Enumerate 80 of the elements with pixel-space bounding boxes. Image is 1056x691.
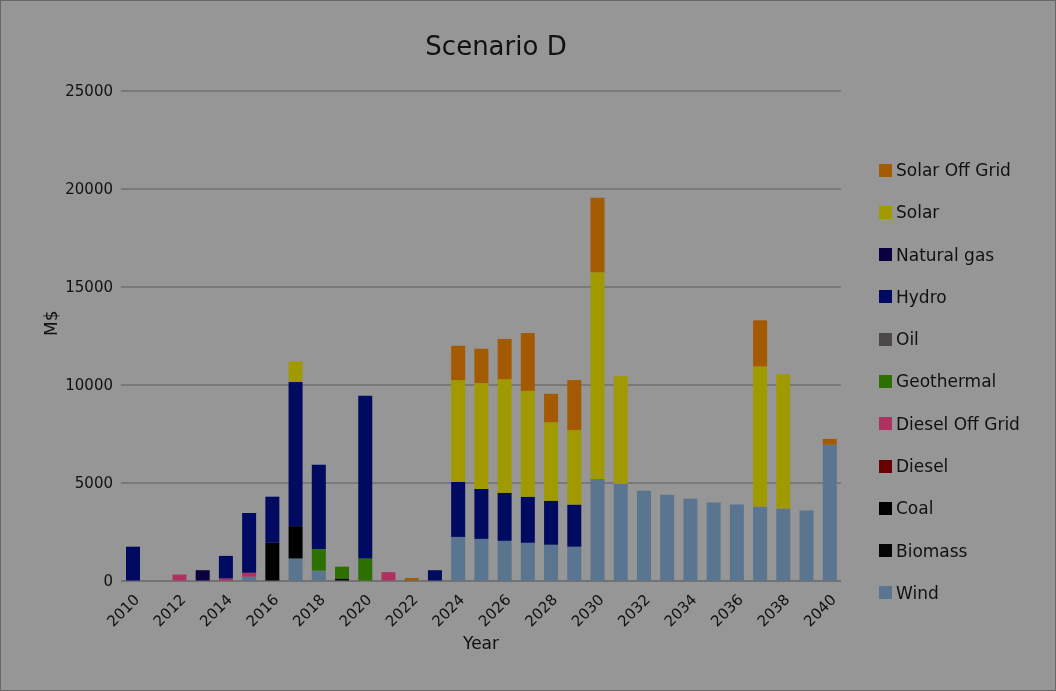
- bar: [753, 366, 768, 507]
- bar: [288, 382, 303, 527]
- bar: [474, 538, 489, 581]
- bar: [753, 506, 768, 581]
- bar: [822, 444, 837, 581]
- bar: [520, 542, 535, 581]
- legend-label: Natural gas: [896, 244, 995, 265]
- bar: [497, 379, 512, 493]
- bar: [590, 272, 605, 480]
- x-axis-title: Year: [462, 633, 499, 653]
- bar: [497, 540, 512, 581]
- legend-label: Diesel: [896, 456, 949, 477]
- bar: [242, 572, 257, 577]
- y-tick-label: 25000: [65, 82, 113, 101]
- bar: [613, 483, 628, 581]
- bar: [288, 361, 303, 383]
- bar: [195, 570, 210, 581]
- bar: [474, 488, 489, 539]
- y-tick-label: 15000: [65, 278, 113, 297]
- y-tick-label: 0: [103, 572, 113, 591]
- bar: [311, 464, 326, 550]
- bar: [451, 536, 466, 581]
- bar: [474, 383, 489, 489]
- y-axis-title: M$: [41, 310, 62, 336]
- y-tick-label: 10000: [65, 376, 113, 395]
- chart-title: Scenario D: [424, 31, 568, 61]
- legend-label: Solar Off Grid: [896, 160, 1011, 180]
- bar: [544, 422, 559, 501]
- bar: [706, 502, 721, 581]
- bar: [729, 504, 744, 581]
- bar: [567, 430, 582, 505]
- bar: [265, 542, 280, 581]
- bar: [753, 320, 768, 367]
- legend-label: Diesel Off Grid: [896, 413, 1020, 434]
- bar: [451, 482, 466, 537]
- bar: [520, 333, 535, 391]
- bar: [126, 546, 140, 581]
- bar: [799, 510, 814, 581]
- bar: [520, 390, 535, 497]
- bar: [683, 498, 698, 581]
- bar: [358, 558, 373, 581]
- legend-label: Geothermal: [896, 371, 997, 392]
- bar: [776, 508, 791, 581]
- legend-label: Oil: [896, 329, 919, 350]
- bar: [311, 549, 326, 571]
- bar: [451, 380, 466, 483]
- bar: [567, 504, 582, 547]
- bar: [358, 395, 373, 559]
- bar: [590, 479, 605, 581]
- bar: [544, 544, 559, 581]
- bar: [451, 345, 466, 381]
- bar: [474, 348, 489, 384]
- bar: [497, 338, 512, 380]
- bar: [265, 496, 280, 543]
- y-tick-label: 5000: [74, 474, 113, 493]
- bar: [613, 376, 628, 484]
- bar: [636, 490, 651, 581]
- bar: [288, 558, 303, 581]
- bar: [822, 438, 837, 445]
- bar: [288, 526, 303, 559]
- bar: [520, 496, 535, 543]
- bar: [544, 393, 559, 423]
- bar: [497, 492, 512, 541]
- bar: [590, 197, 605, 273]
- bar: [567, 380, 582, 431]
- bar: [218, 555, 233, 579]
- legend-label: Solar: [896, 202, 940, 223]
- bar: [776, 374, 791, 509]
- bar: [544, 500, 559, 545]
- legend-label: Hydro: [896, 286, 947, 307]
- bar: [660, 494, 675, 581]
- bar: [335, 566, 350, 579]
- bar: [427, 570, 442, 581]
- legend-label: Coal: [896, 498, 934, 519]
- bar: [381, 572, 396, 581]
- y-tick-label: 20000: [65, 180, 113, 199]
- legend-label: Wind: [896, 582, 939, 603]
- bar: [567, 546, 582, 581]
- bar: [242, 512, 257, 573]
- legend-label: Biomass: [896, 540, 968, 561]
